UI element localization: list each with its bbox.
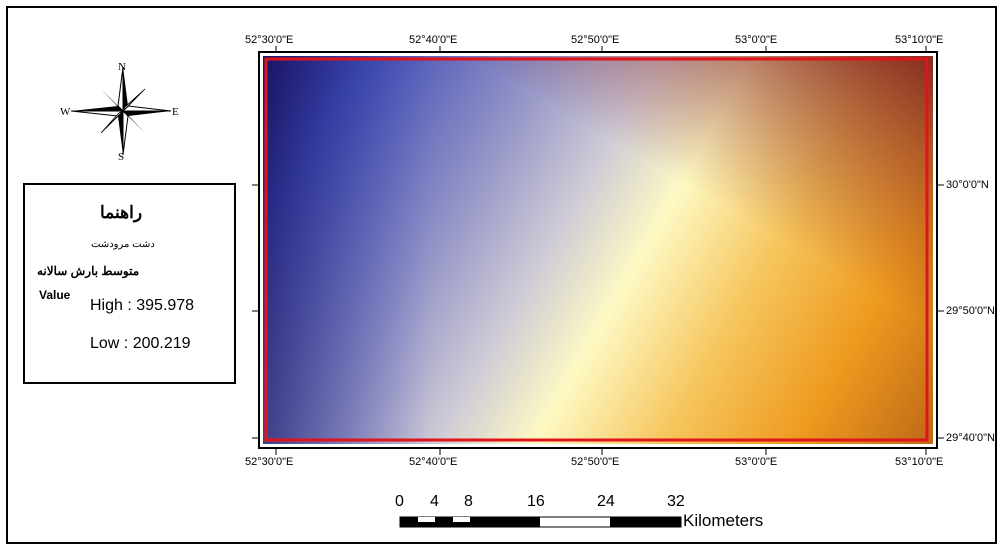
scale-tick-4: 24	[597, 493, 615, 510]
legend-value-label: Value	[39, 288, 71, 302]
scale-tick-3: 16	[527, 493, 545, 510]
coord-bottom-4: 53°10'0"E	[895, 456, 944, 468]
graticule-ticks	[252, 46, 944, 455]
scale-unit-label: Kilometers	[683, 511, 764, 530]
coord-top-0: 52°30'0"E	[245, 34, 294, 46]
scale-tick-5: 32	[667, 493, 685, 510]
coord-top-1: 52°40'0"E	[409, 34, 458, 46]
coord-right-2: 29°40'0"N	[946, 432, 995, 444]
south-label: S	[118, 151, 125, 163]
legend-raster-title: متوسط بارش سالانه	[37, 264, 140, 278]
coord-right-1: 29°50'0"N	[946, 305, 995, 317]
legend-title: راهنما	[100, 203, 143, 222]
legend-high-label: High : 395.978	[90, 297, 195, 314]
coord-top-2: 52°50'0"E	[571, 34, 620, 46]
scale-tick-0: 0	[395, 493, 404, 510]
study-area-boundary	[264, 57, 929, 442]
legend-boundary-label: دشت مرودشت	[91, 239, 155, 250]
coord-bottom-3: 53°0'0"E	[735, 456, 778, 468]
east-label: E	[172, 106, 179, 118]
coord-bottom-1: 52°40'0"E	[409, 456, 458, 468]
map-frame	[6, 6, 997, 544]
north-label: N	[118, 61, 126, 73]
coord-bottom-0: 52°30'0"E	[245, 456, 294, 468]
scale-bar	[399, 516, 682, 528]
north-arrow-icon	[70, 66, 172, 156]
precipitation-raster	[263, 56, 933, 444]
coord-right-0: 30°0'0"N	[946, 179, 989, 191]
legend-low-label: Low : 200.219	[90, 335, 191, 352]
map-neatline	[258, 51, 938, 449]
scale-tick-1: 4	[430, 493, 439, 510]
west-label: W	[60, 106, 71, 118]
legend	[23, 183, 236, 384]
scale-tick-2: 8	[464, 493, 473, 510]
coord-bottom-2: 52°50'0"E	[571, 456, 620, 468]
coord-top-4: 53°10'0"E	[895, 34, 944, 46]
coord-top-3: 53°0'0"E	[735, 34, 778, 46]
